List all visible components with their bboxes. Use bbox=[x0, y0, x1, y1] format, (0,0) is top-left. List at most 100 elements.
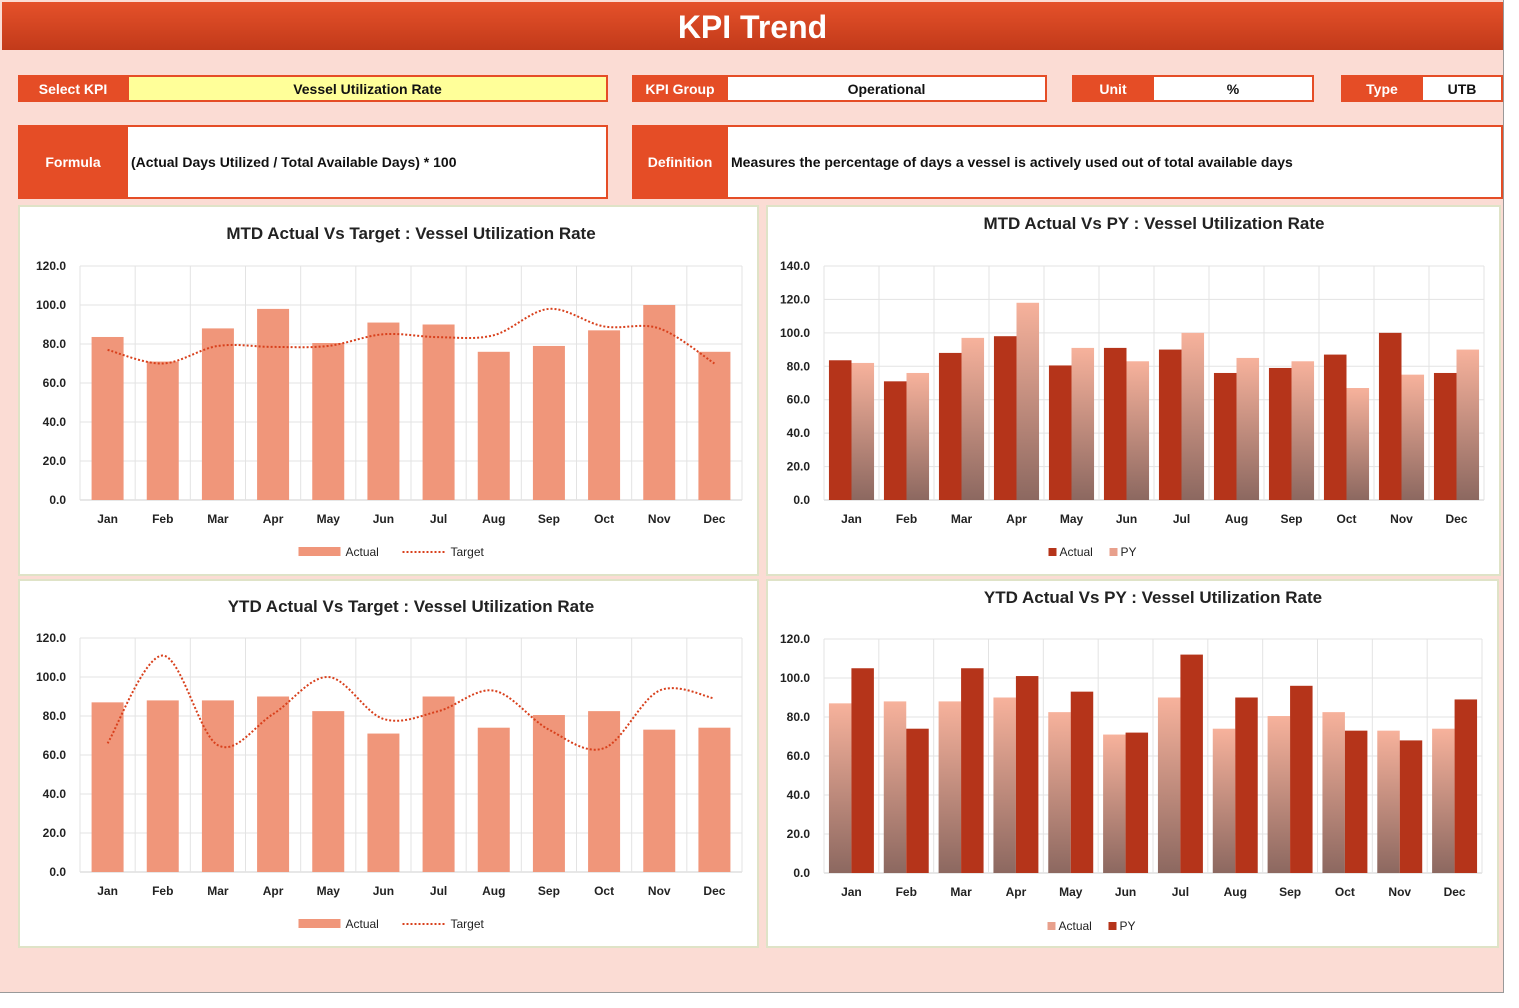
y-tick-label: 120.0 bbox=[780, 292, 810, 306]
y-tick-label: 100.0 bbox=[36, 298, 66, 312]
x-tick-label: Jul bbox=[430, 512, 447, 526]
x-tick-label: Jun bbox=[373, 884, 394, 898]
x-tick-label: Nov bbox=[648, 884, 671, 898]
bar-actual bbox=[1322, 712, 1345, 873]
x-tick-label: Jul bbox=[430, 884, 447, 898]
legend-label: PY bbox=[1121, 545, 1137, 559]
x-tick-label: Feb bbox=[896, 885, 917, 899]
bar-actual bbox=[828, 360, 852, 500]
bar-py bbox=[1346, 388, 1370, 500]
chart-title: MTD Actual Vs PY : Vessel Utilization Ra… bbox=[983, 214, 1324, 233]
bar-py bbox=[1456, 349, 1480, 500]
bar-actual bbox=[1323, 354, 1347, 500]
bar-actual bbox=[91, 702, 124, 872]
bar-py bbox=[1291, 361, 1315, 500]
y-tick-label: 80.0 bbox=[787, 359, 811, 373]
bar-py bbox=[1016, 302, 1040, 500]
y-tick-label: 140.0 bbox=[780, 259, 810, 273]
bar-py bbox=[1344, 730, 1368, 873]
bar-actual bbox=[1212, 728, 1236, 873]
y-tick-label: 0.0 bbox=[49, 493, 66, 507]
legend-swatch-actual bbox=[298, 547, 341, 556]
bar-actual bbox=[1157, 697, 1181, 873]
bar-actual bbox=[91, 336, 124, 500]
legend-label-actual: Actual bbox=[346, 917, 379, 931]
y-tick-label: 20.0 bbox=[787, 460, 811, 474]
x-tick-label: Jan bbox=[97, 512, 118, 526]
legend-swatch-actual bbox=[1047, 922, 1056, 930]
x-tick-label: May bbox=[1059, 885, 1083, 899]
x-tick-label: Dec bbox=[1445, 512, 1467, 526]
legend-label: Actual bbox=[1060, 545, 1093, 559]
x-tick-label: Oct bbox=[594, 512, 614, 526]
chart-mtd-actual-vs-py: MTD Actual Vs PY : Vessel Utilization Ra… bbox=[766, 205, 1501, 576]
bar-actual bbox=[201, 700, 234, 872]
chart-ytd-actual-vs-py: YTD Actual Vs PY : Vessel Utilization Ra… bbox=[766, 579, 1499, 948]
bar-actual bbox=[1103, 347, 1127, 500]
bar-actual bbox=[201, 328, 234, 500]
legend-swatch-actual bbox=[1048, 548, 1057, 556]
bar-actual bbox=[1048, 365, 1072, 500]
bar-py bbox=[1236, 357, 1260, 500]
x-tick-label: Feb bbox=[896, 512, 917, 526]
bar-py bbox=[1454, 699, 1478, 873]
y-tick-label: 40.0 bbox=[787, 788, 811, 802]
y-tick-label: 100.0 bbox=[780, 671, 810, 685]
bar-actual bbox=[1103, 734, 1126, 873]
x-tick-label: Jan bbox=[97, 884, 118, 898]
x-tick-label: Apr bbox=[1006, 512, 1027, 526]
bar-actual bbox=[1433, 372, 1457, 500]
x-tick-label: Aug bbox=[482, 512, 505, 526]
bar-actual bbox=[422, 324, 455, 500]
x-tick-label: Sep bbox=[1280, 512, 1302, 526]
definition-label: Definition bbox=[632, 125, 728, 199]
x-tick-label: Jun bbox=[1115, 885, 1136, 899]
bar-actual bbox=[367, 322, 400, 500]
legend-label: Actual bbox=[1059, 919, 1092, 933]
bar-actual bbox=[883, 701, 907, 873]
y-tick-label: 60.0 bbox=[787, 393, 811, 407]
y-tick-label: 60.0 bbox=[787, 749, 811, 763]
y-tick-label: 20.0 bbox=[43, 826, 67, 840]
y-tick-label: 80.0 bbox=[787, 710, 811, 724]
legend-label-actual: Actual bbox=[346, 545, 379, 559]
x-tick-label: Mar bbox=[207, 512, 229, 526]
type-value: UTB bbox=[1421, 75, 1503, 102]
bar-actual bbox=[532, 345, 565, 500]
x-tick-label: May bbox=[317, 884, 341, 898]
bar-actual bbox=[828, 703, 852, 873]
x-tick-label: Dec bbox=[703, 512, 725, 526]
x-tick-label: Mar bbox=[950, 885, 972, 899]
bar-actual bbox=[643, 305, 676, 500]
x-tick-label: Sep bbox=[1279, 885, 1301, 899]
legend-swatch-py bbox=[1108, 922, 1117, 930]
x-tick-label: Nov bbox=[1388, 885, 1411, 899]
bar-actual bbox=[588, 330, 621, 500]
bar-actual bbox=[1378, 332, 1402, 500]
target-line bbox=[106, 654, 715, 751]
bar-actual bbox=[477, 727, 510, 872]
bar-py bbox=[1399, 740, 1423, 873]
chart-title: MTD Actual Vs Target : Vessel Utilizatio… bbox=[226, 224, 595, 243]
x-tick-label: Mar bbox=[207, 884, 229, 898]
bar-actual bbox=[1213, 372, 1237, 500]
bar-actual bbox=[993, 336, 1017, 500]
x-tick-label: Jul bbox=[1172, 885, 1189, 899]
select-kpi-dropdown[interactable]: Vessel Utilization Rate bbox=[127, 75, 608, 102]
bar-actual bbox=[422, 696, 455, 872]
bar-actual bbox=[993, 697, 1016, 873]
y-tick-label: 0.0 bbox=[49, 865, 66, 879]
y-tick-label: 20.0 bbox=[43, 454, 67, 468]
x-tick-label: Jul bbox=[1173, 512, 1190, 526]
chart-title: YTD Actual Vs Target : Vessel Utilizatio… bbox=[228, 597, 595, 616]
bar-py bbox=[906, 728, 929, 873]
x-tick-label: Oct bbox=[594, 884, 614, 898]
bar-py bbox=[1015, 676, 1039, 873]
legend-swatch-py bbox=[1109, 548, 1118, 556]
bar-py bbox=[1126, 361, 1150, 500]
x-tick-label: Nov bbox=[648, 512, 671, 526]
y-tick-label: 100.0 bbox=[36, 670, 66, 684]
bar-py bbox=[1235, 697, 1258, 873]
bar-actual bbox=[146, 361, 179, 500]
legend-swatch-actual bbox=[298, 919, 341, 928]
